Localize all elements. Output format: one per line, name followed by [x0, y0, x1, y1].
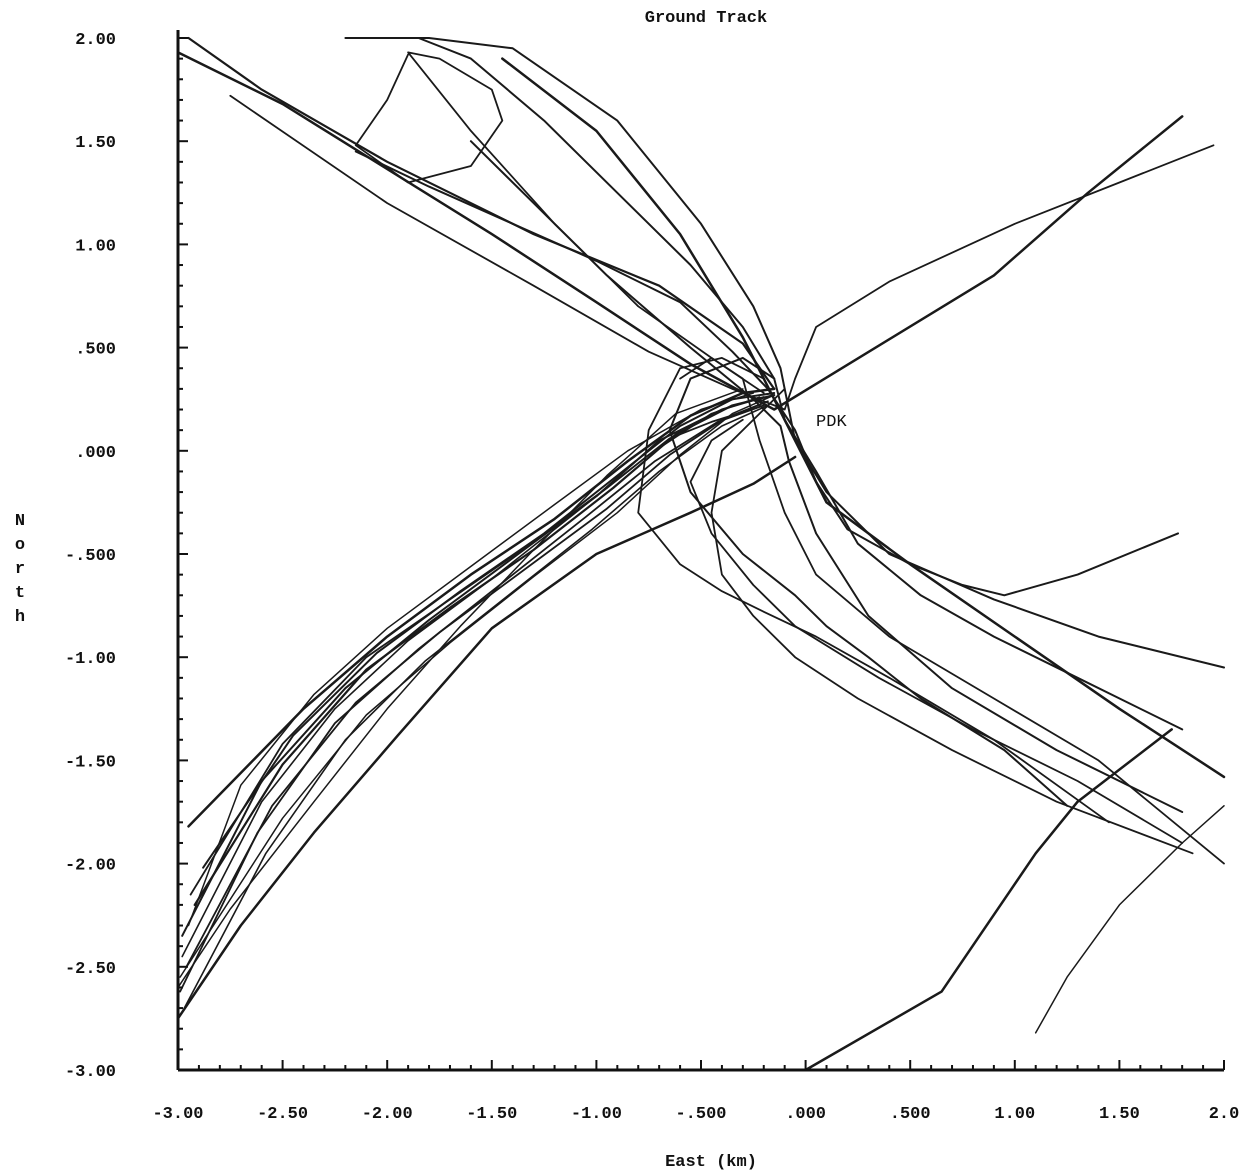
track-28 [804, 728, 1173, 1072]
track-25 [710, 388, 1194, 855]
y-axis-label-char: t [15, 584, 25, 603]
track-23 [668, 356, 1069, 807]
x-tick-label: -1.50 [466, 1105, 517, 1124]
axes-layer: -3.00 -2.50 -2.00 -1.50 -1.00 -.500 .000 .500 1.… [65, 30, 1239, 1124]
y-axis-label-char: r [15, 560, 25, 579]
annotation-label: PDK [816, 413, 847, 432]
y-tick-label: 1.50 [75, 134, 116, 153]
x-tick-label: -1.00 [571, 1105, 622, 1124]
track-21 [354, 51, 765, 394]
annotations-layer: PDK [816, 413, 847, 432]
track-22 [354, 150, 1179, 597]
chart-title: Ground Track [645, 9, 767, 28]
y-tick-label: .000 [75, 444, 116, 463]
x-tick-label: -3.00 [152, 1105, 203, 1124]
track-20 [417, 37, 1184, 731]
y-tick-label: 1.00 [75, 237, 116, 256]
track-13 [177, 388, 744, 989]
track-27 [679, 357, 1225, 865]
y-axis-label-char: N [15, 512, 25, 531]
x-tick-label: -2.00 [362, 1105, 413, 1124]
y-tick-label: -2.00 [65, 857, 116, 876]
x-tick-label: -2.50 [257, 1105, 308, 1124]
y-axis-label-char: o [15, 536, 25, 555]
track-17 [344, 37, 1225, 669]
x-tick-label: 1.00 [994, 1105, 1035, 1124]
track-29 [1034, 805, 1225, 1034]
track-15 [229, 94, 1215, 411]
track-26 [689, 418, 1184, 844]
y-tick-label: -1.50 [65, 753, 116, 772]
track-8 [187, 392, 755, 927]
x-tick-label: .000 [785, 1105, 826, 1124]
track-6 [183, 404, 769, 1009]
track-14 [176, 51, 1184, 411]
y-axis-label-char: h [15, 608, 25, 627]
track-12 [189, 404, 765, 896]
x-axis-label: East (km) [665, 1153, 757, 1170]
x-tick-label: .500 [890, 1105, 931, 1124]
tracks-layer [176, 36, 1226, 1072]
y-tick-label: -2.50 [65, 960, 116, 979]
track-1 [187, 387, 776, 828]
y-tick-label: -3.00 [65, 1063, 116, 1082]
y-tick-label: -1.00 [65, 650, 116, 669]
track-9 [179, 394, 775, 978]
track-11 [176, 455, 797, 1020]
y-tick-label: -.500 [65, 547, 116, 566]
x-tick-label: 2.0 [1209, 1105, 1240, 1124]
y-tick-label: .500 [75, 341, 116, 360]
track-19 [501, 57, 1226, 779]
track-24 [637, 357, 1110, 824]
x-tick-label: -.500 [675, 1105, 726, 1124]
y-tick-label: 2.00 [75, 31, 116, 50]
x-tick-label: 1.50 [1099, 1105, 1140, 1124]
